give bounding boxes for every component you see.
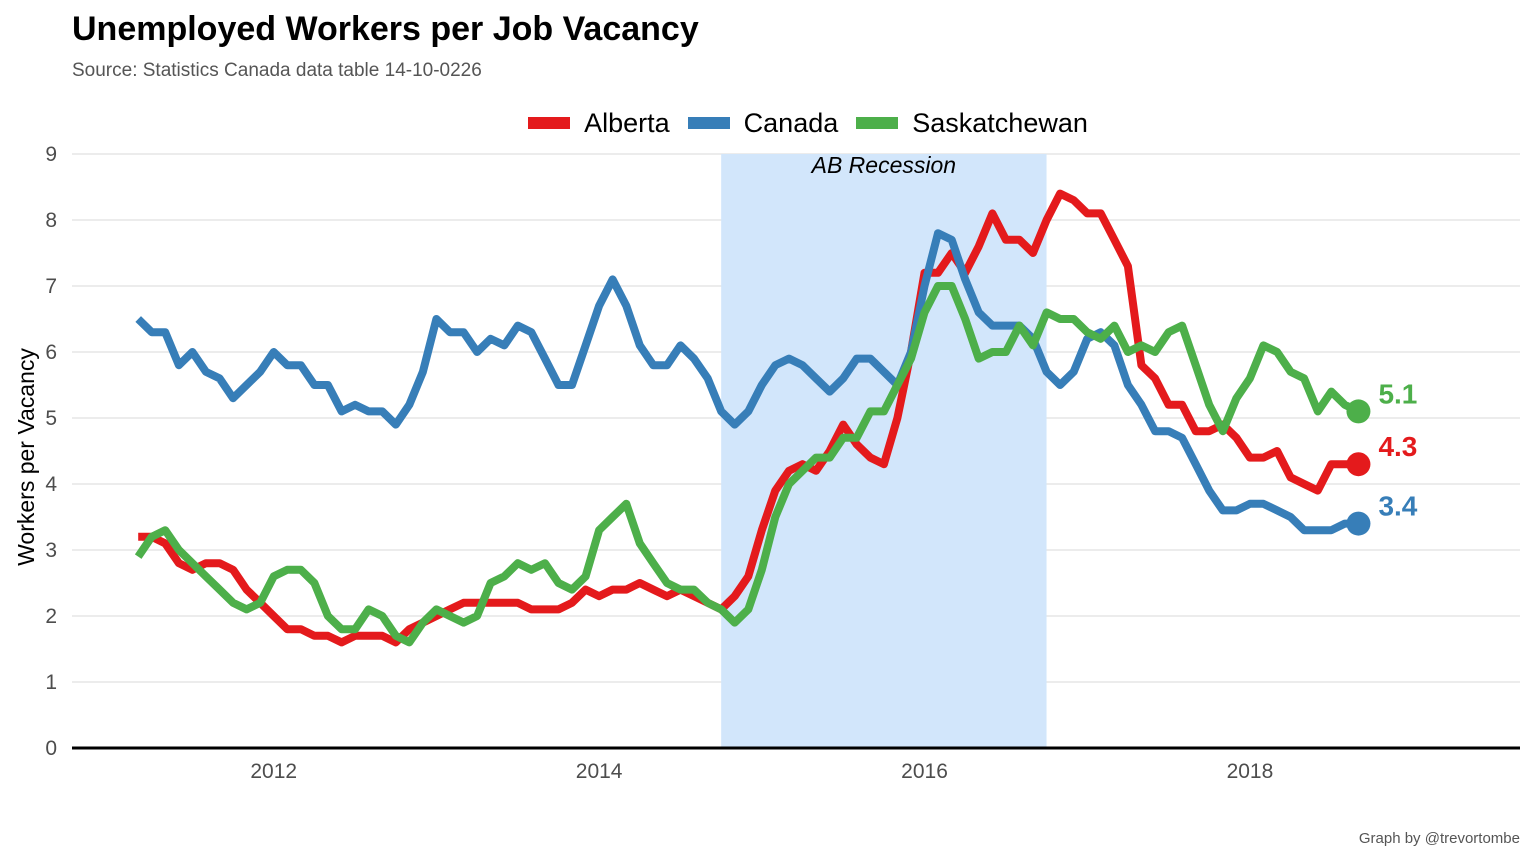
y-tick-label-0: 0 xyxy=(45,737,57,760)
end-point-canada xyxy=(1346,511,1371,536)
y-tick-label-3: 3 xyxy=(45,539,57,562)
x-tick-label-2012: 2012 xyxy=(250,760,297,783)
y-tick-label-1: 1 xyxy=(45,671,57,694)
recession-label: AB Recession xyxy=(810,152,956,178)
legend-swatch-saskatchewan xyxy=(856,117,899,129)
end-point-alberta xyxy=(1346,452,1371,477)
legend-item-canada: Canada xyxy=(687,107,839,139)
legend-item-saskatchewan: Saskatchewan xyxy=(856,108,1088,139)
y-tick-label-6: 6 xyxy=(45,341,57,364)
y-tick-label-5: 5 xyxy=(45,407,57,430)
end-label-canada: 3.4 xyxy=(1378,491,1417,522)
x-tick-label-2016: 2016 xyxy=(901,760,948,783)
legend-label-alberta: Alberta xyxy=(584,107,670,138)
series-line-saskatchewan xyxy=(134,282,1361,647)
legend-label-saskatchewan: Saskatchewan xyxy=(912,107,1088,138)
series-line-alberta xyxy=(138,189,1359,647)
end-label-alberta: 4.3 xyxy=(1378,431,1417,462)
legend-label-canada: Canada xyxy=(743,107,839,138)
x-tick-label-2018: 2018 xyxy=(1227,760,1274,783)
y-tick-label-2: 2 xyxy=(45,605,57,628)
y-tick-label-9: 9 xyxy=(45,143,57,166)
chart-caption: Graph by @trevortombe xyxy=(1358,830,1520,847)
end-point-saskatchewan xyxy=(1346,399,1371,424)
chart-subtitle: Source: Statistics Canada data table 14-… xyxy=(72,60,482,81)
chart-legend: Alberta Canada Saskatchewan xyxy=(40,104,1536,142)
series-line-canada xyxy=(135,229,1359,535)
y-tick-label-8: 8 xyxy=(45,209,57,232)
y-tick-label-7: 7 xyxy=(45,275,57,298)
legend-item-alberta: Alberta xyxy=(528,108,670,139)
legend-swatch-alberta xyxy=(528,117,571,129)
y-axis-title: Workers per Vacancy xyxy=(13,348,39,566)
end-label-saskatchewan: 5.1 xyxy=(1378,378,1417,409)
chart-title: Unemployed Workers per Job Vacancy xyxy=(72,10,699,48)
y-tick-label-4: 4 xyxy=(45,473,57,496)
x-tick-label-2014: 2014 xyxy=(576,760,623,783)
legend-swatch-canada xyxy=(687,117,730,129)
